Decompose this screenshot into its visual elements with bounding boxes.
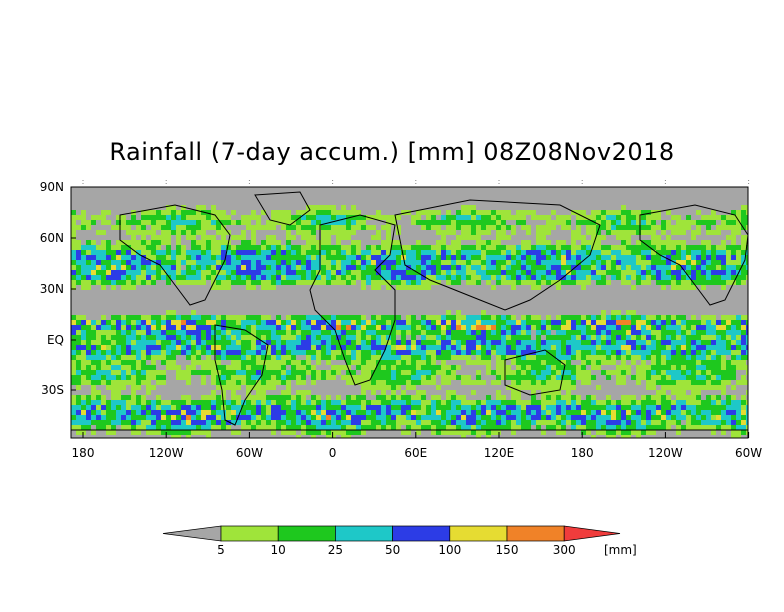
coastline-path [254, 191, 311, 226]
colorbar: 5 10 25 50 100 150 300 [162, 525, 621, 557]
lon-label: 120W [149, 446, 184, 460]
colorbar-label: 50 [385, 543, 400, 557]
coastline-path [394, 199, 601, 311]
lon-label: 180 [571, 446, 594, 460]
colorbar-high-arrow [563, 525, 621, 542]
rainfall-field [71, 205, 748, 438]
lon-label: 120E [484, 446, 515, 460]
lon-label: 120W [648, 446, 683, 460]
colorbar-swatch [335, 525, 393, 542]
colorbar-label: 150 [496, 543, 519, 557]
colorbar-low-arrow [162, 525, 222, 542]
lat-label: 60N [40, 231, 64, 245]
colorbar-label: 100 [438, 543, 461, 557]
colorbar-swatch [506, 525, 565, 542]
coastline-path [214, 324, 269, 426]
lon-label: 0 [329, 446, 337, 460]
lat-label: 30S [41, 383, 64, 397]
colorbar-label: 25 [328, 543, 343, 557]
lon-label: 60E [404, 446, 427, 460]
map-title: Rainfall (7-day accum.) [mm] 08Z08Nov201… [109, 138, 675, 166]
coastline-path [639, 204, 748, 306]
colorbar-swatch [277, 525, 336, 542]
colorbar-label: 5 [217, 543, 225, 557]
coastline-path [309, 214, 396, 386]
lat-label: 30N [40, 282, 64, 296]
colorbar-label: 300 [553, 543, 576, 557]
map-frame [70, 186, 749, 439]
coastline-path [504, 349, 566, 396]
coastlines [71, 191, 748, 431]
latitude-axis: 90N 60N 30N EQ 30S [40, 180, 76, 397]
lat-label: EQ [47, 333, 64, 347]
lon-label: 60W [236, 446, 263, 460]
coastline-path [119, 204, 231, 306]
lon-label: 180 [72, 446, 95, 460]
legend-unit: [mm] [604, 543, 637, 557]
longitude-axis: 180 120W 60W 0 60E 120E 180 120W 60W [72, 180, 762, 460]
lon-label: 60W [735, 446, 762, 460]
lat-label: 90N [40, 180, 64, 194]
colorbar-swatch [392, 525, 451, 542]
colorbar-swatch [220, 525, 279, 542]
colorbar-label: 10 [271, 543, 286, 557]
colorbar-swatch [449, 525, 508, 542]
